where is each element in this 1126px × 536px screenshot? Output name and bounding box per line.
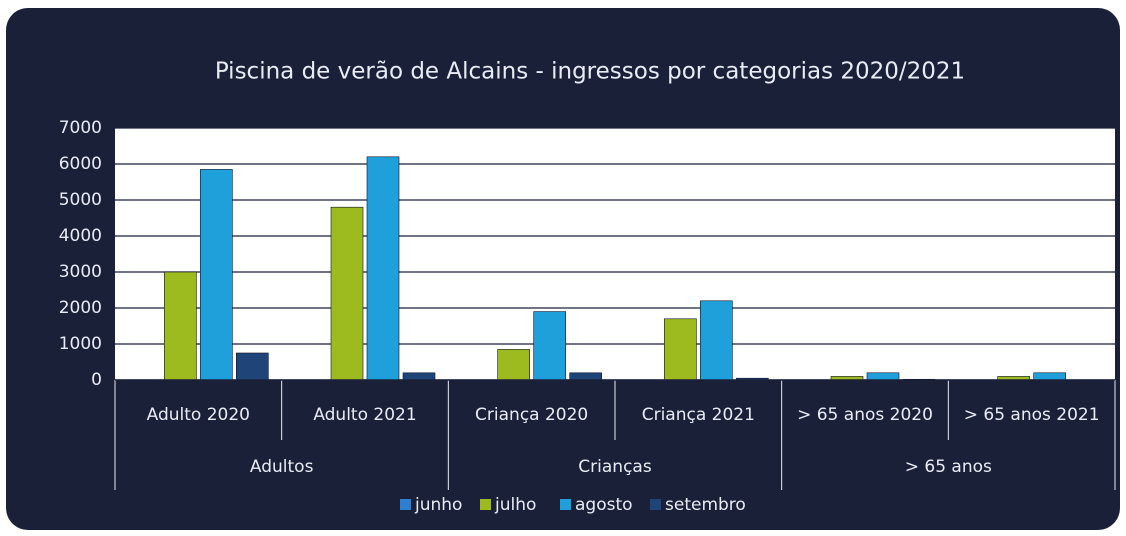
x-tick-label: > 65 anos 2020 [797,405,933,425]
legend-swatch [650,499,661,510]
legend-label: setembro [665,495,746,515]
bar [402,372,436,381]
group-label: Adultos [250,457,314,477]
bar [1033,372,1066,381]
bar [200,169,233,381]
x-tick-label: Adulto 2020 [147,405,250,425]
chart-title: Piscina de verão de Alcains - ingressos … [215,59,965,85]
legend-label: junho [414,495,462,515]
group-label: Crianças [578,457,652,477]
legend-label: julho [494,495,536,515]
y-tick-label: 6000 [59,154,102,174]
y-tick-label: 1000 [59,334,102,354]
y-tick-label: 3000 [59,262,102,282]
y-tick-label: 5000 [59,190,102,210]
x-tick-label: Criança 2021 [642,405,755,425]
bar [569,372,602,381]
x-tick-label: > 65 anos 2021 [964,405,1100,425]
bar [236,352,269,381]
bar [497,349,530,381]
x-tick-label: Adulto 2021 [313,405,416,425]
bar [164,271,197,381]
bar [700,300,733,381]
x-tick-label: Criança 2020 [475,405,588,425]
bar [866,372,900,381]
bar [533,311,566,381]
y-tick-label: 2000 [59,298,102,318]
group-label: > 65 anos [905,457,992,477]
legend-label: agosto [575,495,633,515]
y-tick-label: 0 [91,370,102,390]
legend-swatch [560,499,571,510]
plot-area [115,128,1115,380]
bar [330,206,364,381]
bar [366,156,400,381]
y-tick-label: 7000 [59,118,102,138]
y-tick-label: 4000 [59,226,102,246]
legend-swatch [400,499,411,510]
bar [664,318,697,381]
legend-swatch [480,499,491,510]
